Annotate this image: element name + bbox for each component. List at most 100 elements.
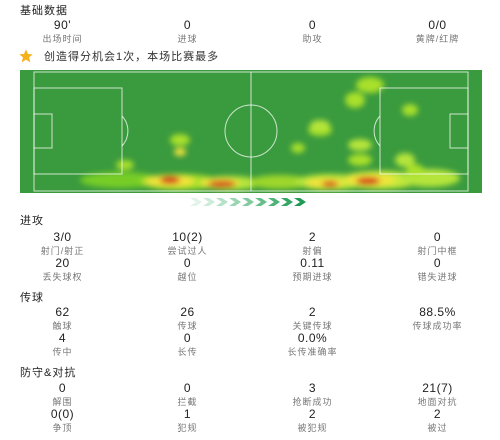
stat-was-fouled: 2 被犯规 <box>250 407 375 434</box>
stat-value: 0 <box>58 381 67 395</box>
stat-long-ball-accuracy: 0.0% 长传准确率 <box>250 331 375 358</box>
attack-direction-arrows <box>190 198 307 206</box>
chevron-right-icon <box>216 198 228 206</box>
stat-long-balls: 0 长传 <box>125 331 250 358</box>
defense-stats-row-1: 0 解围 0 拦截 3 抢断成功 21(7) 地面对抗 <box>0 381 500 408</box>
stat-label: 尝试过人 <box>167 246 208 256</box>
stat-passes: 26 传球 <box>125 305 250 332</box>
stat-label: 地面对抗 <box>417 397 458 407</box>
stat-label: 拦截 <box>177 397 198 407</box>
stat-label: 关键传球 <box>292 321 333 331</box>
stat-value: 0.0% <box>297 331 328 345</box>
stat-big-chances-missed: 0 错失进球 <box>375 256 500 283</box>
stat-ground-duels: 21(7) 地面对抗 <box>375 381 500 408</box>
passing-stats-row-2: 4 传中 0 长传 0.0% 长传准确率 <box>0 331 500 358</box>
stat-value: 4 <box>58 331 67 345</box>
stat-value: 0(0) <box>50 407 75 421</box>
stat-value: 0 <box>183 381 192 395</box>
stat-aerial-duels: 0(0) 争顶 <box>0 407 125 434</box>
stat-label: 出场时间 <box>42 34 83 44</box>
passing-stats-row-1: 62 触球 26 传球 2 关键传球 88.5% 传球成功率 <box>0 305 500 332</box>
stat-value: 0 <box>433 256 442 270</box>
chevron-right-icon <box>294 198 306 206</box>
stat-value: 0/0 <box>428 18 447 32</box>
attack-section-title: 进攻 <box>20 215 44 227</box>
stat-value: 0 <box>433 230 442 244</box>
chevron-right-icon <box>268 198 280 206</box>
heatmap-pitch <box>20 70 482 193</box>
stat-value: 2 <box>308 407 317 421</box>
stat-label: 被过 <box>427 423 448 433</box>
stat-value: 62 <box>55 305 70 319</box>
stat-label: 射偏 <box>302 246 323 256</box>
stat-label: 解围 <box>52 397 73 407</box>
stat-value: 2 <box>433 407 442 421</box>
basic-stats: 90' 出场时间 0 进球 0 助攻 0/0 黄牌/红牌 <box>0 18 500 45</box>
stat-xg: 0.11 预期进球 <box>250 256 375 283</box>
stat-minutes: 90' 出场时间 <box>0 18 125 45</box>
stat-label: 犯规 <box>177 423 198 433</box>
chevron-right-icon <box>229 198 241 206</box>
stat-label: 传球成功率 <box>412 321 463 331</box>
stat-label: 射门/射正 <box>40 246 85 256</box>
stat-value: 10(2) <box>172 230 203 244</box>
stat-label: 被犯规 <box>297 423 328 433</box>
stat-label: 触球 <box>52 321 73 331</box>
stat-assists: 0 助攻 <box>250 18 375 45</box>
stat-label: 传中 <box>52 347 73 357</box>
star-icon <box>19 49 33 63</box>
stat-pass-accuracy: 88.5% 传球成功率 <box>375 305 500 332</box>
attack-stats-row-1: 3/0 射门/射正 10(2) 尝试过人 2 射偏 0 射门中框 <box>0 230 500 257</box>
stat-value: 90' <box>53 18 72 32</box>
chevron-right-icon <box>190 198 202 206</box>
stat-shots: 3/0 射门/射正 <box>0 230 125 257</box>
attack-stats-row-2: 20 丢失球权 0 越位 0.11 预期进球 0 错失进球 <box>0 256 500 283</box>
stat-key-passes: 2 关键传球 <box>250 305 375 332</box>
chevron-right-icon <box>242 198 254 206</box>
stat-tackles-won: 3 抢断成功 <box>250 381 375 408</box>
stat-empty <box>375 331 500 358</box>
chevron-right-icon <box>255 198 267 206</box>
stat-touches: 62 触球 <box>0 305 125 332</box>
stat-value: 2 <box>308 305 317 319</box>
stat-value: 20 <box>55 256 70 270</box>
stat-clearances: 0 解围 <box>0 381 125 408</box>
stat-dribbles: 10(2) 尝试过人 <box>125 230 250 257</box>
stat-value: 3/0 <box>53 230 72 244</box>
stat-goals: 0 进球 <box>125 18 250 45</box>
stat-label: 抢断成功 <box>292 397 333 407</box>
highlight-text: 创造得分机会1次，本场比赛最多 <box>44 51 220 63</box>
stat-label: 传球 <box>177 321 198 331</box>
stat-value: 0 <box>183 256 192 270</box>
pitch-lines <box>33 71 469 192</box>
stat-value: 0 <box>308 18 317 32</box>
stat-cards: 0/0 黄牌/红牌 <box>375 18 500 45</box>
defense-stats-row-2: 0(0) 争顶 1 犯规 2 被犯规 2 被过 <box>0 407 500 434</box>
stat-dribbled-past: 2 被过 <box>375 407 500 434</box>
stat-label: 长传 <box>177 347 198 357</box>
stat-label: 进球 <box>177 34 198 44</box>
defense-section-title: 防守&对抗 <box>20 367 77 379</box>
stat-label: 预期进球 <box>292 272 333 282</box>
stat-label: 丢失球权 <box>42 272 83 282</box>
stat-value: 2 <box>308 230 317 244</box>
stat-label: 助攻 <box>302 34 323 44</box>
stat-label: 长传准确率 <box>287 347 338 357</box>
chevron-right-icon <box>203 198 215 206</box>
stat-offsides: 0 越位 <box>125 256 250 283</box>
stat-value: 0 <box>183 18 192 32</box>
stat-fouls: 1 犯规 <box>125 407 250 434</box>
chevron-right-icon <box>281 198 293 206</box>
stat-value: 26 <box>180 305 195 319</box>
stat-value: 21(7) <box>422 381 453 395</box>
stat-label: 射门中框 <box>417 246 458 256</box>
stat-value: 0.11 <box>300 256 325 270</box>
passing-section-title: 传球 <box>20 292 44 304</box>
stat-value: 88.5% <box>419 305 456 319</box>
stat-woodwork: 0 射门中框 <box>375 230 500 257</box>
stat-label: 争顶 <box>52 423 73 433</box>
stat-interceptions: 0 拦截 <box>125 381 250 408</box>
stat-label: 越位 <box>177 272 198 282</box>
stat-label: 错失进球 <box>417 272 458 282</box>
stat-shots-off: 2 射偏 <box>250 230 375 257</box>
